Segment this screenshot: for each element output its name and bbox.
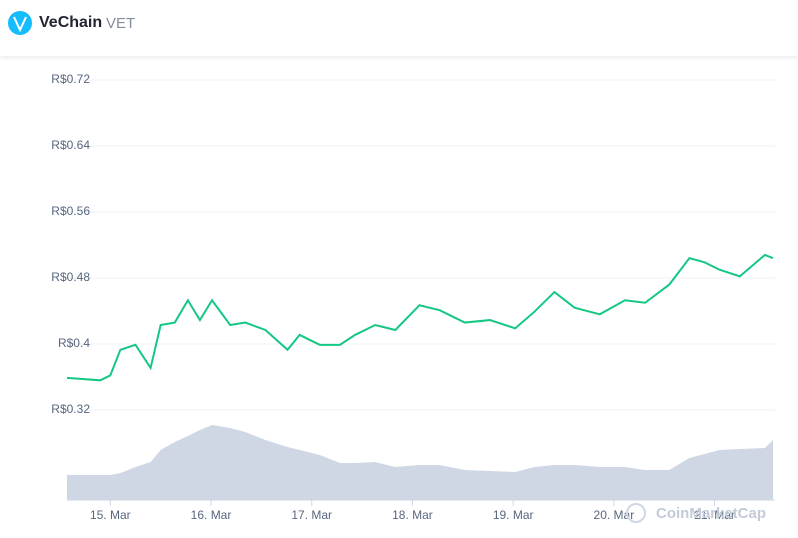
watermark-logo	[626, 503, 646, 523]
y-tick-label: R$0.4	[58, 336, 90, 350]
x-tick-label: 19. Mar	[493, 508, 534, 522]
x-tick-label: 18. Mar	[392, 508, 433, 522]
coin-name: VeChain	[39, 14, 103, 31]
coin-symbol: VET	[106, 15, 136, 32]
header: VeChain VET	[0, 0, 798, 56]
y-tick-label: R$0.48	[51, 270, 90, 284]
volume-area	[67, 425, 773, 500]
x-tick-label: 16. Mar	[191, 508, 232, 522]
price-line	[66, 253, 774, 382]
y-tick-label: R$0.72	[51, 72, 90, 86]
logo	[8, 11, 32, 35]
x-tick-label: 20. Mar	[594, 508, 635, 522]
y-tick-label: R$0.64	[51, 138, 90, 152]
x-tick-label: 17. Mar	[291, 508, 332, 522]
watermark: CoinMarketCap	[656, 505, 766, 522]
y-tick-label: R$0.56	[51, 204, 90, 218]
x-tick-label: 21. Mar	[694, 508, 735, 522]
y-tick-label: R$0.32	[51, 402, 90, 416]
x-tick-label: 15. Mar	[90, 508, 131, 522]
